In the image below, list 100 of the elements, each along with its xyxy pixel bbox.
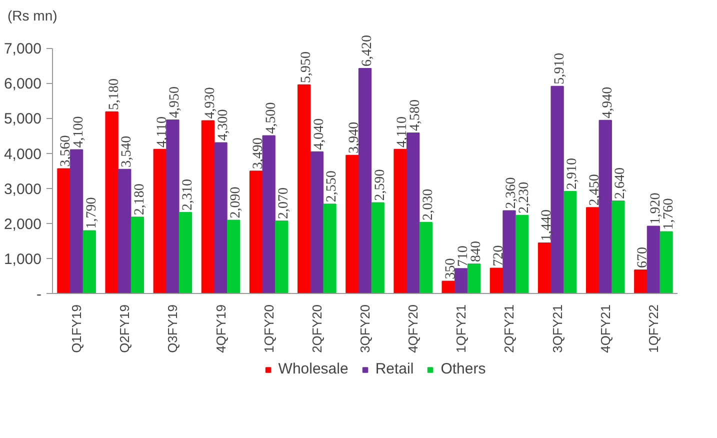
bar	[130, 216, 144, 294]
x-tick-label: 1QFY21	[454, 304, 469, 353]
data-label: 3,540	[120, 136, 135, 168]
x-tick-label: Q1FY19	[69, 304, 84, 353]
x-tick-label: 1QFY22	[646, 304, 661, 353]
bar	[310, 151, 324, 294]
bar	[598, 120, 612, 294]
bar	[70, 149, 84, 294]
data-label: 4,110	[154, 116, 170, 148]
y-tick-label: 3,000	[4, 180, 42, 198]
data-label: 2,310	[180, 179, 196, 211]
x-tick-label: 4QFY19	[213, 304, 228, 353]
data-label: 2,030	[420, 188, 436, 220]
data-label: 4,040	[312, 118, 327, 150]
bar	[564, 190, 577, 294]
data-label: 3,940	[347, 122, 362, 154]
data-label: 5,910	[552, 52, 568, 84]
y-tick-label: 4,000	[4, 146, 42, 163]
data-label: 4,110	[395, 116, 410, 148]
bar	[454, 268, 468, 294]
data-label: 6,420	[360, 34, 375, 66]
bar	[502, 210, 516, 294]
data-label: 4,930	[202, 87, 218, 119]
bar	[118, 168, 132, 294]
x-tick-label: 4QFY20	[406, 304, 421, 353]
data-label: 2,090	[228, 186, 244, 218]
data-label: 4,500	[264, 102, 279, 134]
bar	[490, 268, 503, 294]
x-tick-label: 3QFY21	[550, 304, 565, 353]
data-label: 1,790	[84, 197, 100, 229]
y-tick-label: 6,000	[4, 76, 42, 93]
bar	[227, 220, 240, 294]
bar	[105, 111, 118, 294]
bar	[550, 86, 564, 294]
data-label: 2,180	[132, 184, 148, 216]
data-label: 4,940	[600, 86, 616, 118]
data-label: 3,490	[251, 138, 266, 170]
bar	[371, 202, 384, 294]
x-tick-label: 3QFY20	[358, 304, 372, 353]
x-tick-label: 2QFY21	[502, 304, 517, 353]
y-tick-label: 7,000	[4, 40, 42, 58]
data-label: 2,550	[324, 170, 340, 202]
bar	[538, 242, 552, 294]
data-label: 2,910	[565, 158, 580, 190]
bar	[275, 220, 288, 294]
data-label: 1,920	[648, 192, 664, 224]
bar	[298, 84, 311, 294]
bar	[249, 170, 263, 294]
data-label: 840	[468, 241, 484, 262]
data-label: 4,580	[408, 99, 424, 131]
bar	[612, 200, 625, 294]
data-label: 710	[456, 246, 472, 267]
bar	[515, 214, 529, 294]
bar	[406, 132, 420, 294]
bar	[166, 119, 180, 294]
bar	[586, 207, 600, 294]
bar	[201, 120, 215, 294]
y-tick-label: 5,000	[4, 110, 42, 128]
legend-label: Wholesale	[278, 360, 348, 378]
bar	[467, 264, 481, 294]
data-label: 4,300	[216, 109, 231, 141]
data-label: 5,950	[299, 51, 314, 83]
y-axis-title: (Rs mn)	[8, 8, 58, 24]
data-label: 4,950	[168, 86, 183, 118]
bar	[358, 68, 372, 294]
data-label: 1,440	[539, 210, 554, 242]
data-label: 3,560	[58, 135, 74, 167]
data-label: 2,450	[588, 174, 603, 206]
data-label: 2,590	[372, 169, 388, 201]
data-label: 1,760	[661, 198, 676, 230]
data-label: 2,070	[276, 187, 292, 219]
x-tick-label: 1QFY20	[261, 304, 276, 353]
bar	[634, 270, 648, 294]
data-label: 4,100	[72, 116, 87, 148]
bar	[214, 142, 228, 294]
x-tick-label: 2QFY20	[309, 304, 324, 353]
data-label: 670	[636, 247, 651, 268]
bar	[419, 222, 432, 294]
y-tick-label: 1,000	[4, 250, 42, 268]
data-label: 2,360	[504, 177, 520, 209]
bar	[346, 154, 359, 294]
bar	[442, 280, 455, 294]
bar	[262, 135, 276, 294]
x-tick-label: Q2FY19	[117, 304, 132, 353]
bar	[153, 148, 166, 294]
bar	[57, 168, 70, 294]
bar	[323, 204, 336, 294]
x-tick-label: Q3FY19	[165, 304, 180, 353]
legend-label: Others	[440, 360, 486, 378]
bar	[660, 231, 673, 294]
data-label: 720	[491, 245, 506, 266]
bar	[394, 148, 407, 294]
data-label: 350	[443, 258, 458, 280]
bar	[646, 226, 660, 294]
y-tick-label: -	[36, 286, 42, 303]
legend-label: Retail	[375, 360, 414, 378]
x-tick-label: 4QFY21	[598, 304, 613, 353]
data-label: 5,180	[106, 78, 122, 110]
bar	[178, 212, 192, 294]
bar	[82, 230, 96, 294]
